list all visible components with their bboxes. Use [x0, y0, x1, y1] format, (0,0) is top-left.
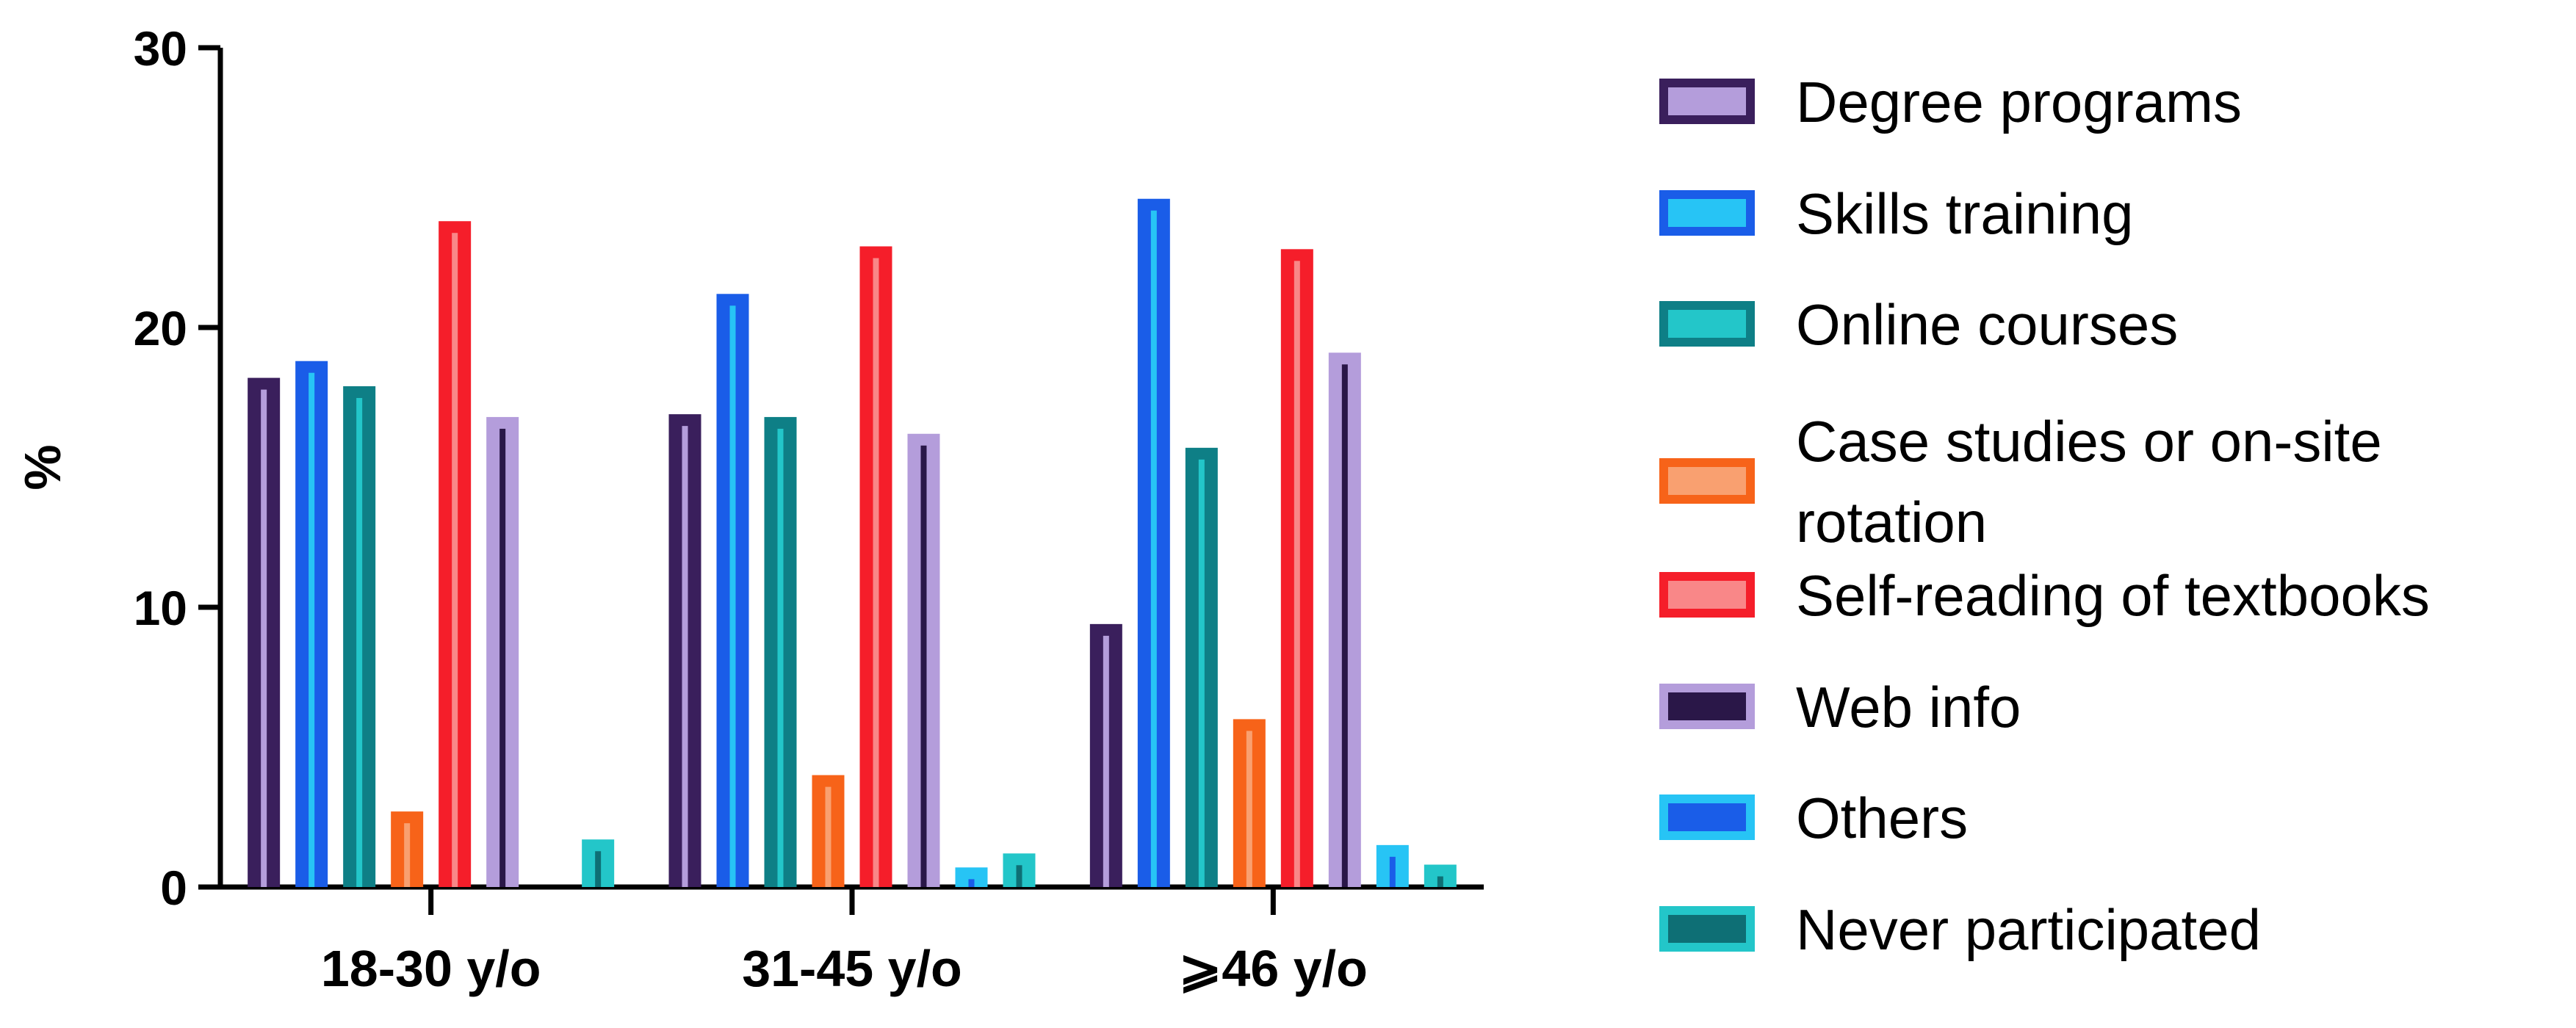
legend-swatch [1659, 458, 1755, 504]
bar-stripe [682, 426, 688, 887]
legend-item: Online courses [1659, 292, 2178, 357]
legend-label: Case studies or on-site [1796, 409, 2382, 474]
bar [1003, 853, 1036, 887]
bar-stripe [1150, 210, 1157, 887]
y-tick-label: 20 [134, 301, 187, 355]
legend-swatch [1659, 79, 1755, 124]
bar-stripe [356, 398, 363, 887]
bar-stripe [1016, 865, 1022, 887]
chart-legend: Degree programs Skills training Online cou… [1659, 70, 2430, 962]
bar-stripe [261, 389, 267, 887]
y-tick-label: 0 [160, 861, 187, 915]
bar [1328, 352, 1361, 887]
legend-swatch [1659, 684, 1755, 729]
legend-item: Degree programs [1659, 70, 2242, 134]
bar-stripe [1294, 261, 1300, 887]
legend-label: Web info [1796, 675, 2021, 739]
bar [582, 839, 615, 887]
bar [907, 433, 940, 887]
legend-item: Others [1659, 786, 1968, 850]
legend-label: rotation [1796, 490, 1987, 554]
bar-stripe [1198, 459, 1205, 887]
bar [764, 416, 797, 887]
legend-swatch [1659, 301, 1755, 347]
y-tick-label: 30 [134, 21, 187, 76]
legend-swatch [1659, 794, 1755, 840]
bar-stripe [777, 428, 784, 887]
legend-swatch [1659, 906, 1755, 952]
y-axis-label: % [14, 444, 71, 490]
bar-stripe [825, 786, 831, 887]
bar [1376, 844, 1409, 887]
bar-stripe [873, 258, 879, 887]
legend-label: Skills training [1796, 181, 2134, 246]
bar [1137, 198, 1170, 887]
bar [486, 416, 519, 887]
bar-stripe [1341, 364, 1348, 887]
legend-label: Never participated [1796, 897, 2261, 962]
bar [295, 361, 328, 888]
bar-stripe [968, 879, 975, 887]
legend-item: Never participated [1659, 897, 2261, 962]
bar [439, 221, 472, 888]
bar-stripe [595, 851, 602, 887]
legend-label: Self-reading of textbooks [1796, 563, 2430, 628]
bar [955, 867, 988, 887]
legend-label: Others [1796, 786, 1968, 850]
bar-stripe [404, 823, 411, 887]
bar-stripe [1246, 731, 1252, 887]
bar [248, 377, 281, 887]
bar [1280, 249, 1313, 887]
bar [343, 386, 376, 887]
bar [716, 294, 749, 887]
legend-label: Degree programs [1796, 70, 2242, 134]
legend-swatch [1659, 190, 1755, 236]
legend-item: Web info [1659, 675, 2021, 739]
y-tick-label: 10 [134, 581, 187, 635]
bar [391, 811, 424, 887]
bar [668, 414, 701, 887]
chart-bars [248, 198, 1457, 888]
bar-stripe [1389, 856, 1396, 887]
bar [1185, 447, 1218, 887]
bar-stripe [452, 233, 458, 888]
bar-stripe [729, 305, 736, 887]
x-category-label: 31-45 y/o [742, 940, 962, 997]
bar-stripe [309, 372, 315, 888]
bar-stripe [920, 445, 927, 887]
legend-item: Skills training [1659, 181, 2134, 246]
bar-stripe [499, 428, 506, 887]
bar [812, 775, 845, 887]
legend-item: Self-reading of textbooks [1659, 563, 2430, 628]
bar [1089, 623, 1122, 887]
bar [859, 246, 892, 887]
chart-axes: 0 10 20 30% [14, 21, 1484, 915]
bar-stripe [1437, 876, 1443, 887]
bar [1233, 719, 1266, 887]
bar [1424, 864, 1457, 887]
x-category-label: 18-30 y/o [321, 940, 541, 997]
legend-swatch [1659, 572, 1755, 618]
category-labels: 18-30 y/o 31-45 y/o ⩾46 y/o [321, 940, 1368, 997]
bar-stripe [1103, 635, 1109, 887]
x-category-label: ⩾46 y/o [1179, 940, 1368, 997]
legend-label: Online courses [1796, 292, 2178, 357]
legend-item: Case studies or on-site rotation [1659, 409, 2382, 554]
